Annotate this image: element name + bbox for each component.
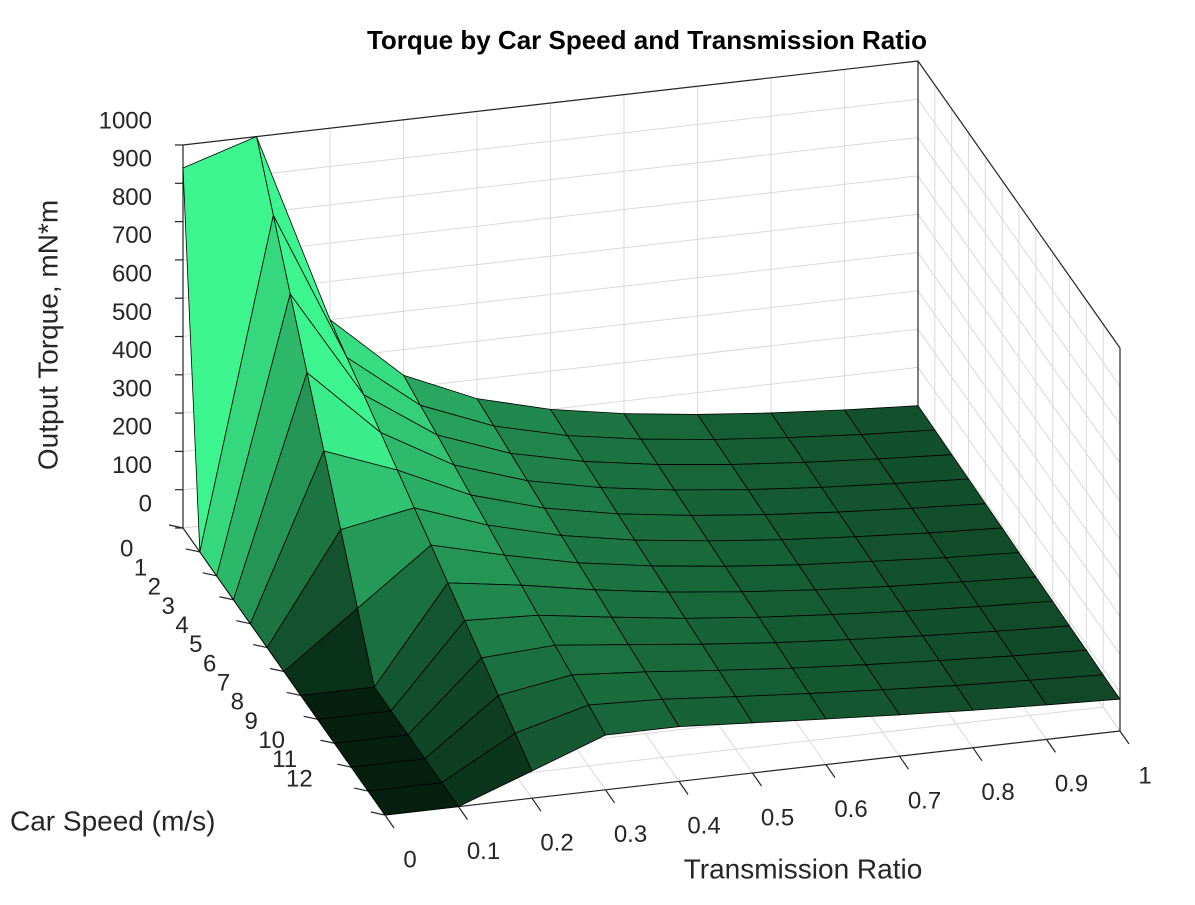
tick-mark	[1046, 739, 1056, 753]
x-tick-label: 1	[1138, 762, 1151, 789]
x-axis-title: Transmission Ratio	[684, 853, 923, 884]
tick-mark	[531, 797, 542, 812]
x-tick-label: 0.9	[1055, 771, 1088, 798]
tick-mark	[605, 789, 615, 804]
grid-line	[182, 98, 919, 184]
z-tick-label: 0	[139, 490, 152, 517]
grid-line	[917, 290, 1121, 579]
grid-line	[917, 213, 1121, 502]
tick-mark	[185, 548, 200, 553]
z-tick-label: 500	[112, 299, 152, 326]
tick-mark	[458, 806, 468, 820]
z-tick-label: 700	[112, 222, 152, 249]
y-tick-label: 7	[217, 670, 230, 697]
z-tick-label: 300	[112, 375, 152, 402]
grid-line	[917, 175, 1121, 464]
x-tick-label: 0	[403, 846, 416, 873]
tick-mark	[219, 596, 234, 601]
y-tick-label: 10	[258, 727, 285, 754]
tick-mark	[370, 811, 386, 816]
y-tick-label: 4	[175, 612, 188, 639]
grid-line	[917, 137, 1121, 425]
z-tick-label: 800	[112, 184, 152, 211]
z-axis-title: Output Torque, mN*m	[32, 200, 63, 470]
y-tick-label: 12	[286, 765, 313, 792]
z-tick-label: 400	[112, 337, 152, 364]
tick-mark	[384, 814, 395, 829]
tick-mark	[286, 691, 301, 697]
y-tick-label: 11	[272, 746, 297, 773]
z-tick-label: 900	[112, 146, 152, 173]
x-tick-label: 0.1	[467, 838, 500, 865]
y-tick-label: 6	[203, 650, 216, 677]
y-tick-label: 2	[148, 574, 161, 601]
tick-mark	[1119, 730, 1130, 745]
x-tick-label: 0.4	[687, 813, 720, 840]
chart-title: Torque by Car Speed and Transmission Rat…	[367, 25, 927, 55]
y-tick-label: 0	[120, 535, 133, 562]
tick-mark	[354, 787, 369, 792]
x-tick-label: 0.7	[908, 788, 941, 815]
axis-line	[182, 60, 919, 146]
grid-line	[917, 99, 1121, 387]
x-tick-label: 0.2	[540, 830, 573, 857]
grid-line	[182, 137, 919, 223]
y-axis-title: Car Speed (m/s)	[10, 805, 215, 836]
x-tick-label: 0.5	[761, 804, 794, 831]
x-tick-label: 0.8	[981, 779, 1014, 806]
x-tick-label: 0.6	[834, 796, 867, 823]
y-tick-label: 5	[189, 631, 202, 658]
grid-line	[917, 252, 1121, 540]
tick-mark	[899, 755, 909, 770]
z-tick-label: 200	[112, 414, 152, 441]
grid-line	[917, 328, 1121, 617]
z-tick-label: 100	[112, 452, 152, 479]
axis-line	[917, 60, 1121, 349]
y-tick-label: 3	[162, 593, 175, 620]
grid-line	[917, 367, 1121, 655]
z-tick-label: 600	[112, 261, 152, 288]
y-tick-label: 1	[134, 555, 147, 582]
x-tick-label: 0.3	[614, 821, 647, 848]
y-tick-label: 8	[231, 689, 244, 716]
tick-mark	[752, 772, 762, 787]
grid-line	[182, 175, 919, 261]
tick-mark	[320, 739, 335, 744]
tick-mark	[337, 763, 352, 768]
tick-mark	[236, 620, 251, 625]
tick-mark	[269, 667, 285, 673]
tick-mark	[303, 715, 318, 720]
tick-mark	[825, 764, 836, 778]
tick-mark	[678, 781, 689, 795]
surface-patch	[367, 782, 460, 816]
tick-mark	[972, 747, 983, 762]
tick-mark	[253, 643, 268, 649]
grid-line	[917, 405, 1121, 693]
y-tick-label: 9	[245, 708, 258, 735]
z-tick-label: 1000	[99, 107, 152, 134]
tick-mark	[202, 572, 217, 577]
